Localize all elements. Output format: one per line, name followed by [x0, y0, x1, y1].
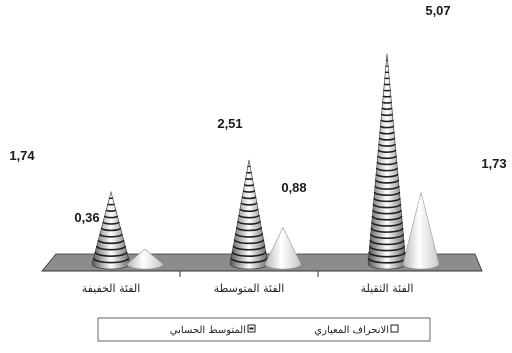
- category-label-2: الفئة الثقيلة: [361, 282, 414, 295]
- legend-swatch-sd: [390, 324, 399, 333]
- value-label-mean-0: 1,74: [9, 148, 35, 163]
- cone-sd-2: [402, 192, 440, 270]
- legend: الانحراف المعياري المتوسط الحسابي: [97, 317, 431, 342]
- value-label-mean-2: 5,07: [425, 3, 450, 18]
- chart-marks: [91, 53, 440, 270]
- cone-mean-0: [91, 190, 131, 270]
- legend-label-mean: المتوسط الحسابي: [170, 325, 246, 336]
- legend-box: [97, 317, 431, 342]
- legend-label-sd: الانحراف المعياري: [314, 325, 389, 336]
- cone-sd-0: [126, 248, 164, 270]
- category-label-0: الفئة الخفيفة: [82, 282, 141, 295]
- cone-mean-2: [367, 53, 407, 270]
- value-label-sd-0: 0,36: [74, 210, 99, 225]
- cone-sd-1: [264, 226, 302, 270]
- value-label-sd-1: 0,88: [281, 180, 306, 195]
- value-label-sd-2: 1,73: [481, 156, 506, 171]
- value-label-mean-1: 2,51: [217, 116, 242, 131]
- legend-swatch-mean-stripe: [249, 327, 254, 330]
- category-label-1: الفئة المتوسطة: [214, 282, 285, 295]
- cone-mean-1: [229, 159, 269, 270]
